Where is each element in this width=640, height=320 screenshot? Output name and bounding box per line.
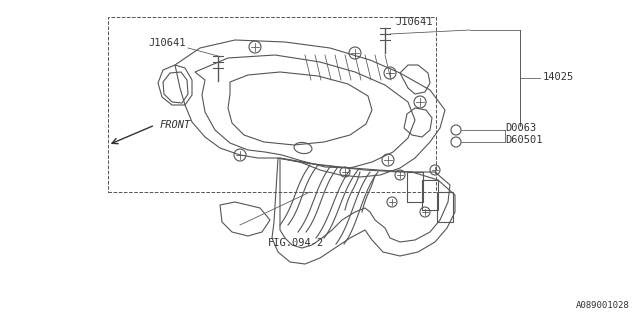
Text: 14025: 14025 bbox=[543, 72, 574, 82]
Text: FIG.094-2: FIG.094-2 bbox=[268, 238, 324, 248]
Text: D60501: D60501 bbox=[505, 135, 543, 145]
Bar bbox=[437, 192, 453, 222]
Text: J10641: J10641 bbox=[395, 17, 433, 27]
Text: FRONT: FRONT bbox=[160, 120, 191, 130]
Bar bbox=[422, 180, 438, 210]
Bar bbox=[108, 17, 436, 192]
Text: J10641: J10641 bbox=[148, 38, 186, 48]
Bar bbox=[407, 172, 423, 202]
Text: A089001028: A089001028 bbox=[576, 301, 630, 310]
Text: D0063: D0063 bbox=[505, 123, 536, 133]
